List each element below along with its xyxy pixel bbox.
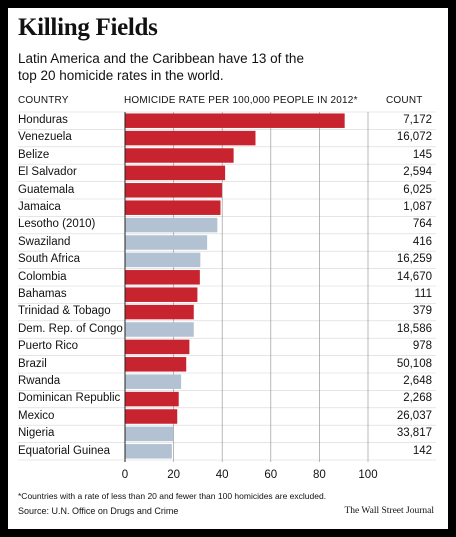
country-label: Dem. Rep. of Congo xyxy=(18,322,123,335)
count-value: 764 xyxy=(412,218,432,231)
country-label: Nigeria xyxy=(18,427,55,440)
country-label: South Africa xyxy=(18,253,81,266)
country-label: Dominican Republic xyxy=(18,392,121,405)
x-tick-label: 100 xyxy=(358,469,378,481)
count-value: 416 xyxy=(412,235,432,248)
bar xyxy=(125,235,208,250)
count-value: 16,259 xyxy=(396,253,432,266)
bar xyxy=(125,391,179,407)
country-label: Puerto Rico xyxy=(18,340,79,353)
bar xyxy=(125,270,200,285)
country-label: Swaziland xyxy=(18,235,71,248)
bar xyxy=(125,339,190,355)
country-label: Belize xyxy=(18,148,50,161)
bar xyxy=(125,426,174,442)
chart-title: Killing Fields xyxy=(18,14,158,41)
bar xyxy=(125,374,182,389)
bar xyxy=(125,287,198,302)
x-tick-label: 20 xyxy=(167,469,180,481)
country-label: Lesotho (2010) xyxy=(18,218,96,231)
country-label: Honduras xyxy=(18,114,68,126)
chart-subtitle: Latin America and the Caribbean have 13 … xyxy=(18,51,304,83)
country-label: Bahamas xyxy=(18,288,67,300)
bar xyxy=(125,357,187,372)
x-tick-label: 80 xyxy=(312,469,326,481)
bar xyxy=(125,165,226,181)
bar xyxy=(125,200,221,215)
country-label: Equatorial Guinea xyxy=(18,444,111,457)
country-label: Jamaica xyxy=(18,201,61,213)
count-value: 978 xyxy=(412,340,432,353)
country-label: El Salvador xyxy=(18,166,77,179)
count-value: 379 xyxy=(412,305,432,318)
count-value: 1,087 xyxy=(403,201,432,213)
country-label: Venezuela xyxy=(18,131,72,144)
count-value: 142 xyxy=(412,444,432,457)
count-value: 6,025 xyxy=(403,183,432,196)
count-value: 33,817 xyxy=(396,427,432,440)
chart-panel: Killing Fields Latin America and the Car… xyxy=(8,8,448,529)
bar xyxy=(125,183,222,198)
bar xyxy=(125,130,256,146)
count-value: 50,108 xyxy=(396,357,432,370)
count-value: 14,670 xyxy=(396,270,432,283)
country-label: Mexico xyxy=(18,409,55,422)
publisher-credit: The Wall Street Journal xyxy=(344,506,434,516)
count-value: 2,268 xyxy=(403,392,432,405)
bar xyxy=(125,252,201,268)
count-value: 145 xyxy=(412,148,432,161)
x-tick-label: 40 xyxy=(215,469,229,481)
count-value: 2,594 xyxy=(403,166,432,179)
country-label: Guatemala xyxy=(18,183,75,196)
bar-chart xyxy=(18,111,436,462)
source-note: Source: U.N. Office on Drugs and Crime xyxy=(18,506,179,516)
count-value: 111 xyxy=(414,288,432,300)
bar xyxy=(125,322,194,337)
country-label: Rwanda xyxy=(18,375,61,387)
country-label: Colombia xyxy=(18,270,67,283)
bar xyxy=(125,304,194,320)
country-label: Brazil xyxy=(18,357,47,370)
count-value: 18,586 xyxy=(396,322,432,335)
footnote: *Countries with a rate of less than 20 a… xyxy=(18,491,327,501)
x-tick-label: 60 xyxy=(264,469,278,481)
bar xyxy=(125,409,178,424)
bar xyxy=(125,148,234,163)
count-value: 7,172 xyxy=(403,114,432,126)
count-value: 26,037 xyxy=(396,409,432,422)
count-value: 2,648 xyxy=(403,375,432,387)
rate-column-header: HOMICIDE RATE PER 100,000 PEOPLE IN 2012… xyxy=(124,95,358,106)
bar xyxy=(125,444,172,459)
country-label: Trinidad & Tobago xyxy=(18,305,111,318)
bar xyxy=(125,217,218,233)
x-tick-label: 0 xyxy=(121,469,129,481)
country-column-header: COUNTRY xyxy=(18,95,69,106)
count-column-header: COUNT xyxy=(386,95,423,106)
bar xyxy=(125,113,345,128)
count-value: 16,072 xyxy=(396,131,432,144)
